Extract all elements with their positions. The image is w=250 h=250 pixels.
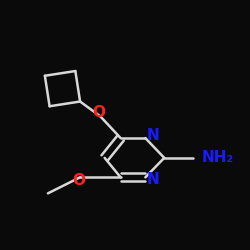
Text: O: O (92, 105, 105, 120)
Text: NH₂: NH₂ (202, 150, 234, 165)
Text: O: O (72, 173, 85, 188)
Text: N: N (146, 128, 159, 143)
Text: N: N (146, 172, 159, 187)
